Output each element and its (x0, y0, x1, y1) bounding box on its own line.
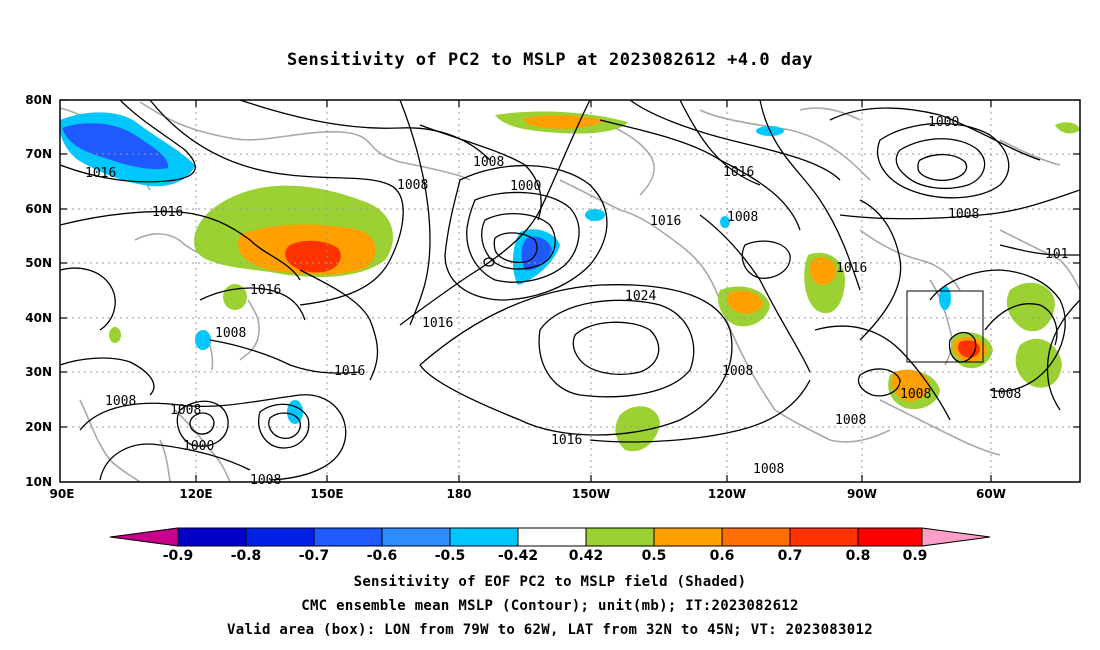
latitude-labels: 80N 70N 60N 50N 40N 30N 20N 10N (25, 93, 52, 489)
colorbar-label: 0.8 (846, 548, 871, 564)
contour-label: 1008 (397, 178, 428, 193)
lat-label: 30N (25, 365, 52, 379)
plot-frame (59, 99, 1081, 483)
colorbar-swatch (653, 527, 723, 547)
colorbar-swatch (313, 527, 383, 547)
contour-label: 1016 (551, 433, 582, 448)
colorbar-swatch (857, 527, 923, 547)
lat-label: 50N (25, 256, 52, 270)
colorbar-swatch (177, 527, 247, 547)
colorbar-label: 0.5 (642, 548, 667, 564)
colorbar-label: -0.6 (367, 548, 398, 564)
contour-label: 1000 (510, 179, 541, 194)
colorbar-swatch (381, 527, 451, 547)
contour-label: 1016 (422, 316, 453, 331)
colorbar-swatches (177, 527, 923, 547)
lat-label: 10N (25, 475, 52, 489)
shading-positive-red (285, 240, 980, 358)
contour-label: 1008 (473, 155, 504, 170)
lat-label: 60N (25, 202, 52, 216)
contour-label: 1000 (928, 115, 959, 130)
colorbar: -0.9 -0.8 -0.7 -0.6 -0.5 -0.42 0.42 0.5 … (109, 527, 991, 564)
contour-label: 1008 (170, 403, 201, 418)
mslp-contours (60, 100, 1080, 481)
contour-label: 1016 (85, 166, 116, 181)
lon-label: 180 (446, 487, 471, 501)
lat-label: 80N (25, 93, 52, 107)
contour-label: 1016 (152, 205, 183, 220)
lon-label: 90W (847, 487, 877, 501)
contour-label: 1008 (990, 387, 1021, 402)
lat-label: 40N (25, 311, 52, 325)
contour-labels: 1016 1008 1000 1008 1016 1008 1016 1016 … (85, 115, 1068, 488)
contour-label: 1008 (753, 462, 784, 477)
colorbar-label: 0.6 (710, 548, 735, 564)
colorbar-label: -0.7 (299, 548, 330, 564)
shading-positive-orange (238, 115, 987, 402)
colorbar-label: -0.42 (498, 548, 538, 564)
lon-label: 120W (708, 487, 746, 501)
caption-line-1: Sensitivity of EOF PC2 to MSLP field (Sh… (353, 574, 747, 590)
lon-label: 90E (50, 487, 75, 501)
contour-label: 1008 (105, 394, 136, 409)
colorbar-label: -0.5 (435, 548, 466, 564)
map-title: Sensitivity of PC2 to MSLP at 2023082612… (286, 50, 813, 70)
contour-label: 1016 (250, 283, 281, 298)
colorbar-labels: -0.9 -0.8 -0.7 -0.6 -0.5 -0.42 0.42 0.5 … (163, 548, 928, 564)
contour-label: 1008 (215, 326, 246, 341)
contour-label-layer: 1016 1008 1000 1008 1016 1008 1016 1016 … (85, 115, 1068, 488)
colorbar-label: 0.7 (778, 548, 803, 564)
colorbar-swatch (517, 527, 587, 547)
lat-label: 70N (25, 147, 52, 161)
shading-positive-green (109, 111, 1080, 452)
contour-label: 1008 (250, 473, 281, 488)
colorbar-high-extend (921, 527, 991, 547)
contour-label: 1016 (723, 165, 754, 180)
validation-box (906, 290, 984, 363)
colorbar-swatch (449, 527, 519, 547)
contour-label: 1024 (625, 289, 656, 304)
colorbar-label: 0.42 (569, 548, 604, 564)
contour-label: 1016 (836, 261, 867, 276)
colorbar-label: -0.8 (231, 548, 262, 564)
contour-label: 1016 (334, 364, 365, 379)
colorbar-low-extend (109, 527, 179, 547)
gridlines (60, 100, 1080, 482)
caption-line-3: Valid area (box): LON from 79W to 62W, L… (227, 622, 873, 638)
contour-label: 1008 (722, 364, 753, 379)
colorbar-label: 0.9 (903, 548, 928, 564)
contour-label: 1000 (183, 439, 214, 454)
caption-line-2: CMC ensemble mean MSLP (Contour); unit(m… (301, 598, 799, 614)
lon-label: 60W (976, 487, 1006, 501)
contour-label: 1008 (835, 413, 866, 428)
contour-label: 101 (1045, 247, 1068, 262)
lat-label: 20N (25, 420, 52, 434)
contour-label: 1008 (900, 387, 931, 402)
lon-label: 150E (310, 487, 343, 501)
axis-ticks (60, 99, 1080, 482)
lon-label: 120E (179, 487, 212, 501)
colorbar-swatch (721, 527, 791, 547)
colorbar-swatch (789, 527, 859, 547)
contour-label: 1016 (650, 214, 681, 229)
contour-label: 1008 (727, 210, 758, 225)
colorbar-swatch (585, 527, 655, 547)
contour-label: 1008 (948, 207, 979, 222)
colorbar-swatch (245, 527, 315, 547)
longitude-labels: 90E 120E 150E 180 150W 120W 90W 60W (50, 487, 1006, 501)
coastlines (60, 101, 1080, 482)
lon-label: 150W (572, 487, 610, 501)
colorbar-label: -0.9 (163, 548, 194, 564)
